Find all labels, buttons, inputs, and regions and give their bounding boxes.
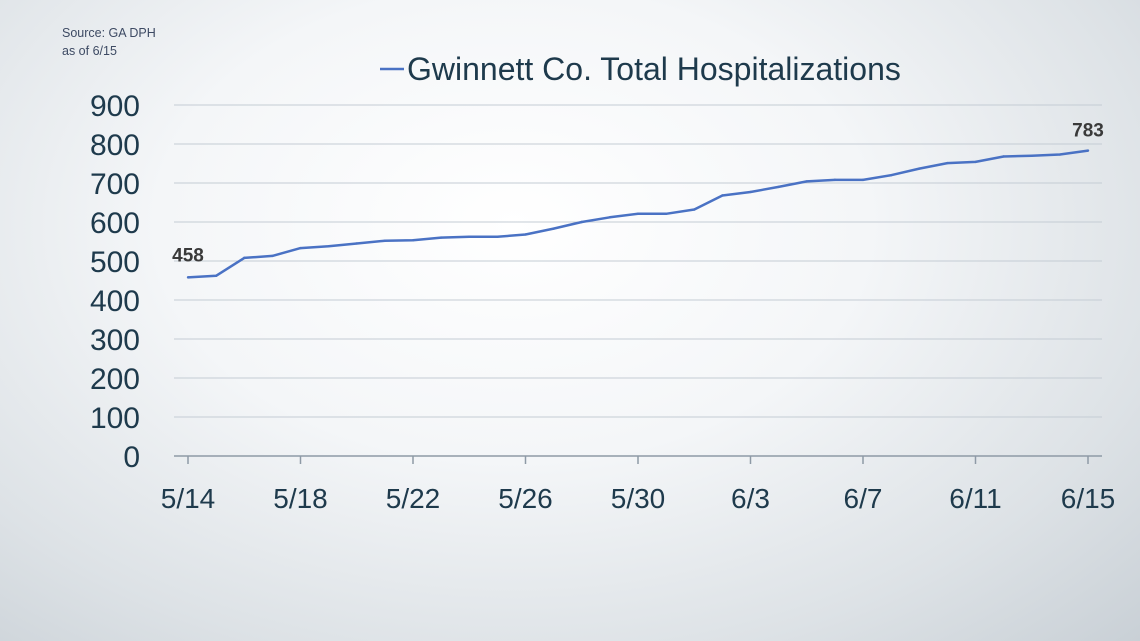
data-label: 458 bbox=[172, 245, 204, 266]
data-point bbox=[749, 190, 752, 194]
x-tick-label: 6/3 bbox=[731, 483, 770, 514]
x-tick-label: 5/26 bbox=[498, 483, 553, 514]
data-point bbox=[918, 167, 921, 170]
data-point bbox=[411, 239, 415, 242]
y-tick-label: 400 bbox=[90, 285, 140, 318]
data-labels: 458 783 bbox=[172, 121, 1104, 267]
data-label: 783 bbox=[1072, 121, 1104, 142]
data-point bbox=[664, 212, 668, 216]
y-axis-ticks: 0 100 200 300 400 500 600 700 800 900 bbox=[90, 90, 140, 474]
data-point bbox=[214, 274, 218, 278]
data-point bbox=[1086, 149, 1090, 152]
data-point bbox=[693, 208, 696, 211]
data-point bbox=[243, 256, 246, 260]
data-point bbox=[327, 244, 330, 248]
data-point bbox=[580, 220, 583, 224]
x-tick-label: 6/7 bbox=[844, 483, 883, 514]
data-point bbox=[186, 276, 190, 279]
y-tick-label: 300 bbox=[90, 324, 140, 357]
y-tick-label: 700 bbox=[90, 168, 140, 201]
data-point bbox=[608, 216, 612, 219]
data-point bbox=[946, 161, 949, 165]
x-tick-label: 6/11 bbox=[949, 483, 1001, 514]
data-point bbox=[552, 227, 555, 230]
as-of-date: as of 6/15 bbox=[62, 44, 117, 58]
data-point bbox=[355, 242, 358, 245]
y-tick-label: 200 bbox=[90, 363, 140, 396]
data-point bbox=[861, 178, 865, 182]
data-point bbox=[889, 174, 893, 177]
data-point bbox=[721, 194, 724, 197]
source-line: Source: GA DPH bbox=[62, 26, 156, 40]
x-tick-label: 5/14 bbox=[161, 483, 216, 514]
x-tick-label: 5/30 bbox=[611, 483, 666, 514]
data-point bbox=[299, 246, 302, 250]
x-tick-label: 5/18 bbox=[273, 483, 328, 514]
data-point bbox=[496, 235, 499, 239]
source-note: Source: GA DPH as of 6/15 bbox=[62, 24, 156, 60]
y-tick-label: 100 bbox=[90, 402, 140, 435]
data-point bbox=[805, 180, 808, 183]
x-tick-label: 6/15 bbox=[1061, 483, 1116, 514]
data-point bbox=[636, 212, 640, 216]
data-point bbox=[777, 185, 780, 189]
data-point bbox=[974, 160, 977, 164]
data-point bbox=[1002, 155, 1005, 158]
y-tick-label: 900 bbox=[90, 90, 140, 123]
data-point bbox=[1030, 154, 1033, 157]
data-point bbox=[271, 254, 274, 258]
data-point bbox=[1058, 153, 1062, 156]
data-point bbox=[383, 239, 387, 242]
data-point bbox=[833, 178, 837, 182]
y-tick-label: 500 bbox=[90, 246, 140, 279]
y-tick-label: 600 bbox=[90, 207, 140, 240]
data-point bbox=[468, 235, 471, 239]
grid-lines bbox=[174, 104, 1102, 457]
series-lines bbox=[186, 149, 1090, 279]
y-tick-label: 800 bbox=[90, 129, 140, 162]
data-point bbox=[439, 236, 443, 239]
y-tick-label: 0 bbox=[123, 441, 140, 474]
x-tick-label: 5/22 bbox=[386, 483, 441, 514]
data-point bbox=[524, 233, 527, 236]
legend: Gwinnett Co. Total Hospitalizations bbox=[380, 51, 901, 87]
x-axis-ticks: 5/14 5/18 5/22 5/26 5/30 6/3 6/7 6/11 6/15 bbox=[161, 456, 1116, 514]
legend-label: Gwinnett Co. Total Hospitalizations bbox=[407, 51, 901, 87]
